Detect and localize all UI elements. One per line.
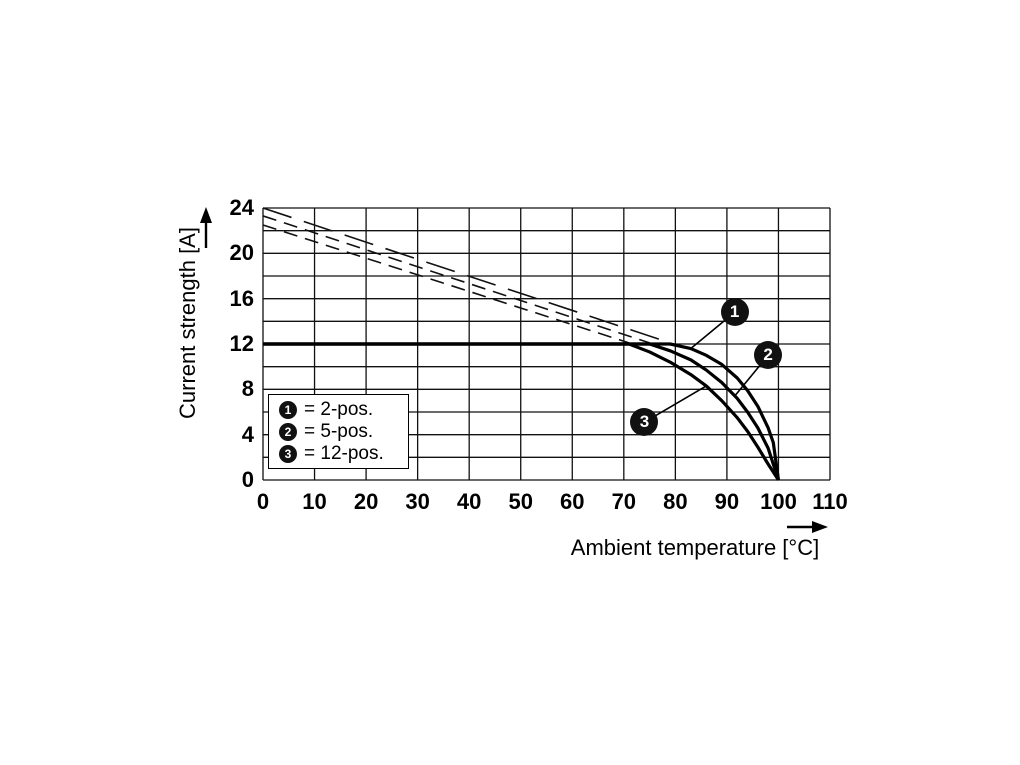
- y-tick-label: 24: [229, 195, 254, 220]
- legend-badge-2: 2: [279, 423, 297, 441]
- y-tick-label: 12: [229, 331, 254, 356]
- curve-badge-2: 2: [754, 341, 783, 370]
- curve-2-pos.: [263, 342, 781, 481]
- legend-badge-3: 3: [279, 445, 297, 463]
- legend-item-label: = 12-pos.: [304, 443, 384, 464]
- legend-item-12-pos: 3 = 12-pos.: [279, 443, 408, 465]
- legend-item-2-pos: 1 = 2-pos.: [279, 399, 408, 421]
- curve-12-pos.: [263, 342, 780, 481]
- curve-badge-1: 1: [720, 298, 749, 327]
- legend-item-5-pos: 2 = 5-pos.: [279, 421, 408, 443]
- legend-item-label: = 5-pos.: [304, 421, 374, 442]
- curve-5-pos.: [263, 342, 780, 481]
- legend-item-label: = 2-pos.: [304, 399, 374, 420]
- y-axis-label: Current strength [A]: [175, 227, 200, 419]
- dashed-line-1: [262, 207, 671, 344]
- x-tick-label: 60: [560, 489, 585, 514]
- x-tick-label: 0: [256, 489, 270, 514]
- grid: [262, 207, 831, 481]
- y-tick-label: 16: [229, 285, 254, 311]
- y-tick-label: 4: [241, 421, 254, 447]
- y-tick-label: 8: [241, 376, 254, 402]
- y-tick-label: 20: [229, 240, 254, 266]
- x-tick-label: 40: [456, 489, 482, 514]
- x-axis-label: Ambient temperature [°C]: [570, 535, 820, 560]
- x-tick-label: 110: [812, 489, 848, 514]
- curve-badge-3: 3: [630, 408, 659, 437]
- x-tick-label: 100: [760, 489, 797, 514]
- x-axis-arrow-icon: [787, 521, 828, 533]
- dashed-line-3: [262, 224, 630, 344]
- x-tick-label: 10: [302, 489, 327, 514]
- legend-badge-1: 1: [279, 401, 297, 419]
- x-tick-label: 30: [405, 489, 430, 514]
- x-tick-label: 80: [663, 489, 688, 514]
- x-tick-label: 20: [353, 489, 379, 514]
- x-tick-label: 90: [714, 489, 740, 514]
- y-axis-arrow-icon: [200, 207, 212, 248]
- x-tick-label: 70: [611, 489, 637, 514]
- dashed-line-2: [262, 215, 650, 344]
- legend: 1 = 2-pos. 2 = 5-pos. 3 = 12-pos.: [268, 394, 409, 469]
- x-tick-label: 50: [508, 489, 533, 514]
- y-tick-label: 0: [241, 467, 254, 492]
